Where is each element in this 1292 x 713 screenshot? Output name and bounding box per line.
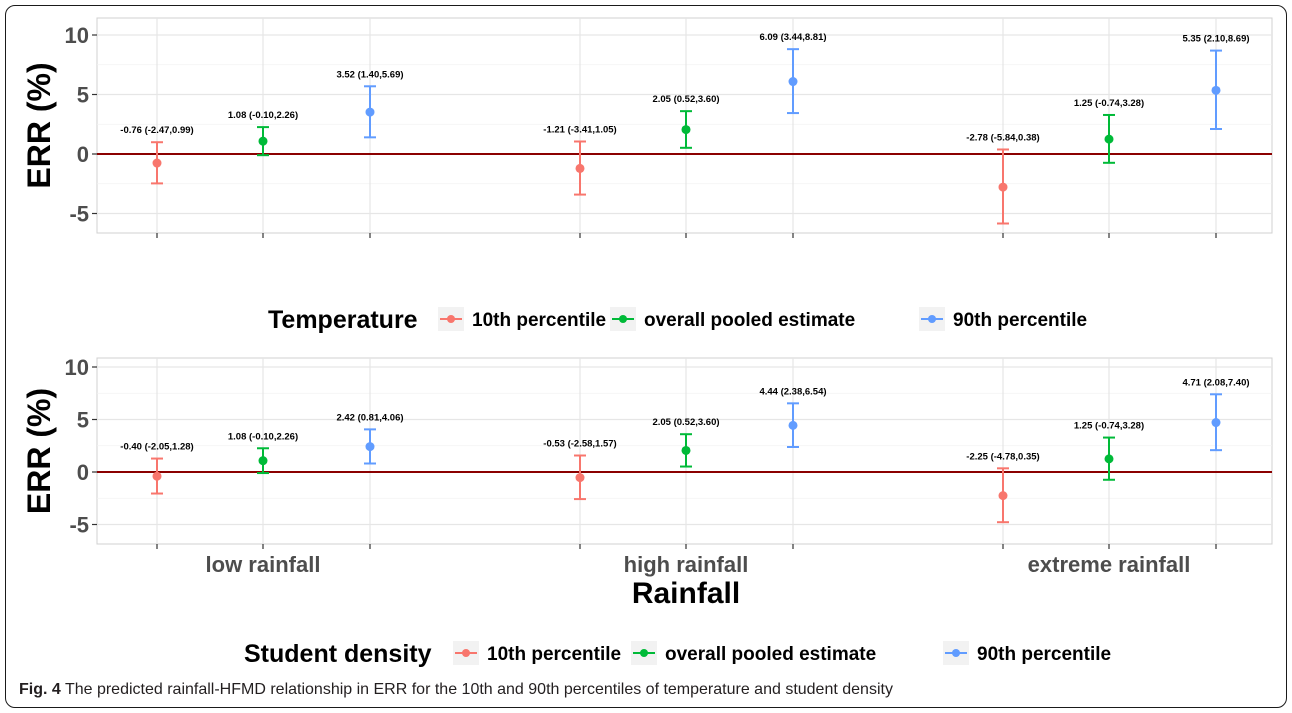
panel1-y-tick-label: -5 bbox=[69, 202, 89, 227]
panel2-y-tick-label: 0 bbox=[77, 460, 89, 485]
panel1-data-label: -0.76 (-2.47,0.99) bbox=[120, 125, 193, 136]
panel2-data-point bbox=[258, 456, 268, 466]
panel1-data-point bbox=[365, 107, 375, 117]
panel2-category-label: low rainfall bbox=[206, 552, 321, 577]
panel1-data-point bbox=[1104, 134, 1114, 144]
panel1-y-axis-title: ERR (%) bbox=[21, 62, 57, 188]
panel2-data-point bbox=[152, 471, 162, 481]
panel2-legend-item-label: overall pooled estimate bbox=[665, 644, 876, 665]
panel2-data-point bbox=[1211, 418, 1221, 428]
panel2-data-point bbox=[575, 473, 585, 483]
panel1-legend-key-point bbox=[447, 315, 455, 323]
figure-frame bbox=[5, 5, 1287, 708]
panel1-legend-key-point bbox=[619, 315, 627, 323]
panel1-plot-area bbox=[96, 17, 1273, 234]
panel2-data-label: -0.53 (-2.58,1.57) bbox=[543, 439, 616, 450]
panel2-legend-item-label: 10th percentile bbox=[487, 644, 621, 665]
panel2-legend-key-point bbox=[462, 649, 470, 657]
panel2-y-tick-label: 10 bbox=[65, 355, 89, 380]
panel1-data-point bbox=[788, 77, 798, 87]
panel2-data-label: 1.08 (-0.10,2.26) bbox=[228, 431, 298, 442]
panel1-y-tick-label: 10 bbox=[65, 23, 89, 48]
panel2-data-label: 2.05 (0.52,3.60) bbox=[652, 417, 719, 428]
caption-text: The predicted rainfall-HFMD relationship… bbox=[64, 681, 893, 698]
x-axis-title: Rainfall bbox=[632, 577, 740, 610]
panel1-data-label: 6.09 (3.44,8.81) bbox=[759, 32, 826, 43]
panel2-data-label: -2.25 (-4.78,0.35) bbox=[966, 451, 1039, 462]
panel2-data-point bbox=[365, 442, 375, 452]
panel1-legend-item-label: 90th percentile bbox=[953, 310, 1087, 331]
panel1-data-label: 1.08 (-0.10,2.26) bbox=[228, 110, 298, 121]
panel1-legend-key-point bbox=[928, 315, 936, 323]
panel1-data-label: -2.78 (-5.84,0.38) bbox=[966, 132, 1039, 143]
panel2-legend-key-point bbox=[952, 649, 960, 657]
panel1-data-label: 2.05 (0.52,3.60) bbox=[652, 94, 719, 105]
panel1-data-label: 3.52 (1.40,5.69) bbox=[336, 69, 403, 80]
panel1-data-point bbox=[575, 163, 585, 173]
panel2-legend-key-point bbox=[640, 649, 648, 657]
panel2-data-label: -0.40 (-2.05,1.28) bbox=[120, 442, 193, 453]
panel2-data-point bbox=[998, 491, 1008, 501]
panel1-y-tick-label: 5 bbox=[77, 83, 89, 108]
panel2-category-label: extreme rainfall bbox=[1028, 552, 1191, 577]
caption-label: Fig. 4 bbox=[19, 681, 61, 698]
panel1-legend-item-label: overall pooled estimate bbox=[644, 310, 855, 331]
panel2-legend-item-label: 90th percentile bbox=[977, 644, 1111, 665]
panel2-y-axis-title: ERR (%) bbox=[21, 388, 57, 514]
panel2-data-label: 1.25 (-0.74,3.28) bbox=[1074, 421, 1144, 432]
panel1-data-point bbox=[998, 182, 1008, 192]
panel2-legend-title: Student density bbox=[244, 640, 432, 668]
panel1-data-point bbox=[258, 136, 268, 146]
panel1-y-tick-label: 0 bbox=[77, 142, 89, 167]
panel1-data-label: -1.21 (-3.41,1.05) bbox=[543, 125, 616, 136]
panel2-y-tick-label: 5 bbox=[77, 408, 89, 433]
panel2-y-tick-label: -5 bbox=[69, 513, 89, 538]
panel1-data-label: 1.25 (-0.74,3.28) bbox=[1074, 98, 1144, 109]
panel2-data-point bbox=[681, 445, 691, 455]
panel1-legend-item-label: 10th percentile bbox=[472, 310, 606, 331]
panel2-data-label: 4.44 (2.38,6.54) bbox=[759, 386, 826, 397]
panel1-data-point bbox=[681, 125, 691, 135]
panel1-legend-title: Temperature bbox=[268, 306, 418, 334]
panel2-data-point bbox=[788, 420, 798, 430]
panel2-data-label: 4.71 (2.08,7.40) bbox=[1182, 377, 1249, 388]
panel1-data-label: 5.35 (2.10,8.69) bbox=[1182, 34, 1249, 45]
panel1-data-point bbox=[1211, 85, 1221, 95]
panel1-data-point bbox=[152, 158, 162, 168]
figure-caption: Fig. 4 The predicted rainfall-HFMD relat… bbox=[19, 681, 893, 699]
panel2-category-label: high rainfall bbox=[624, 552, 749, 577]
panel2-data-point bbox=[1104, 454, 1114, 464]
panel2-data-label: 2.42 (0.81,4.06) bbox=[336, 412, 403, 423]
